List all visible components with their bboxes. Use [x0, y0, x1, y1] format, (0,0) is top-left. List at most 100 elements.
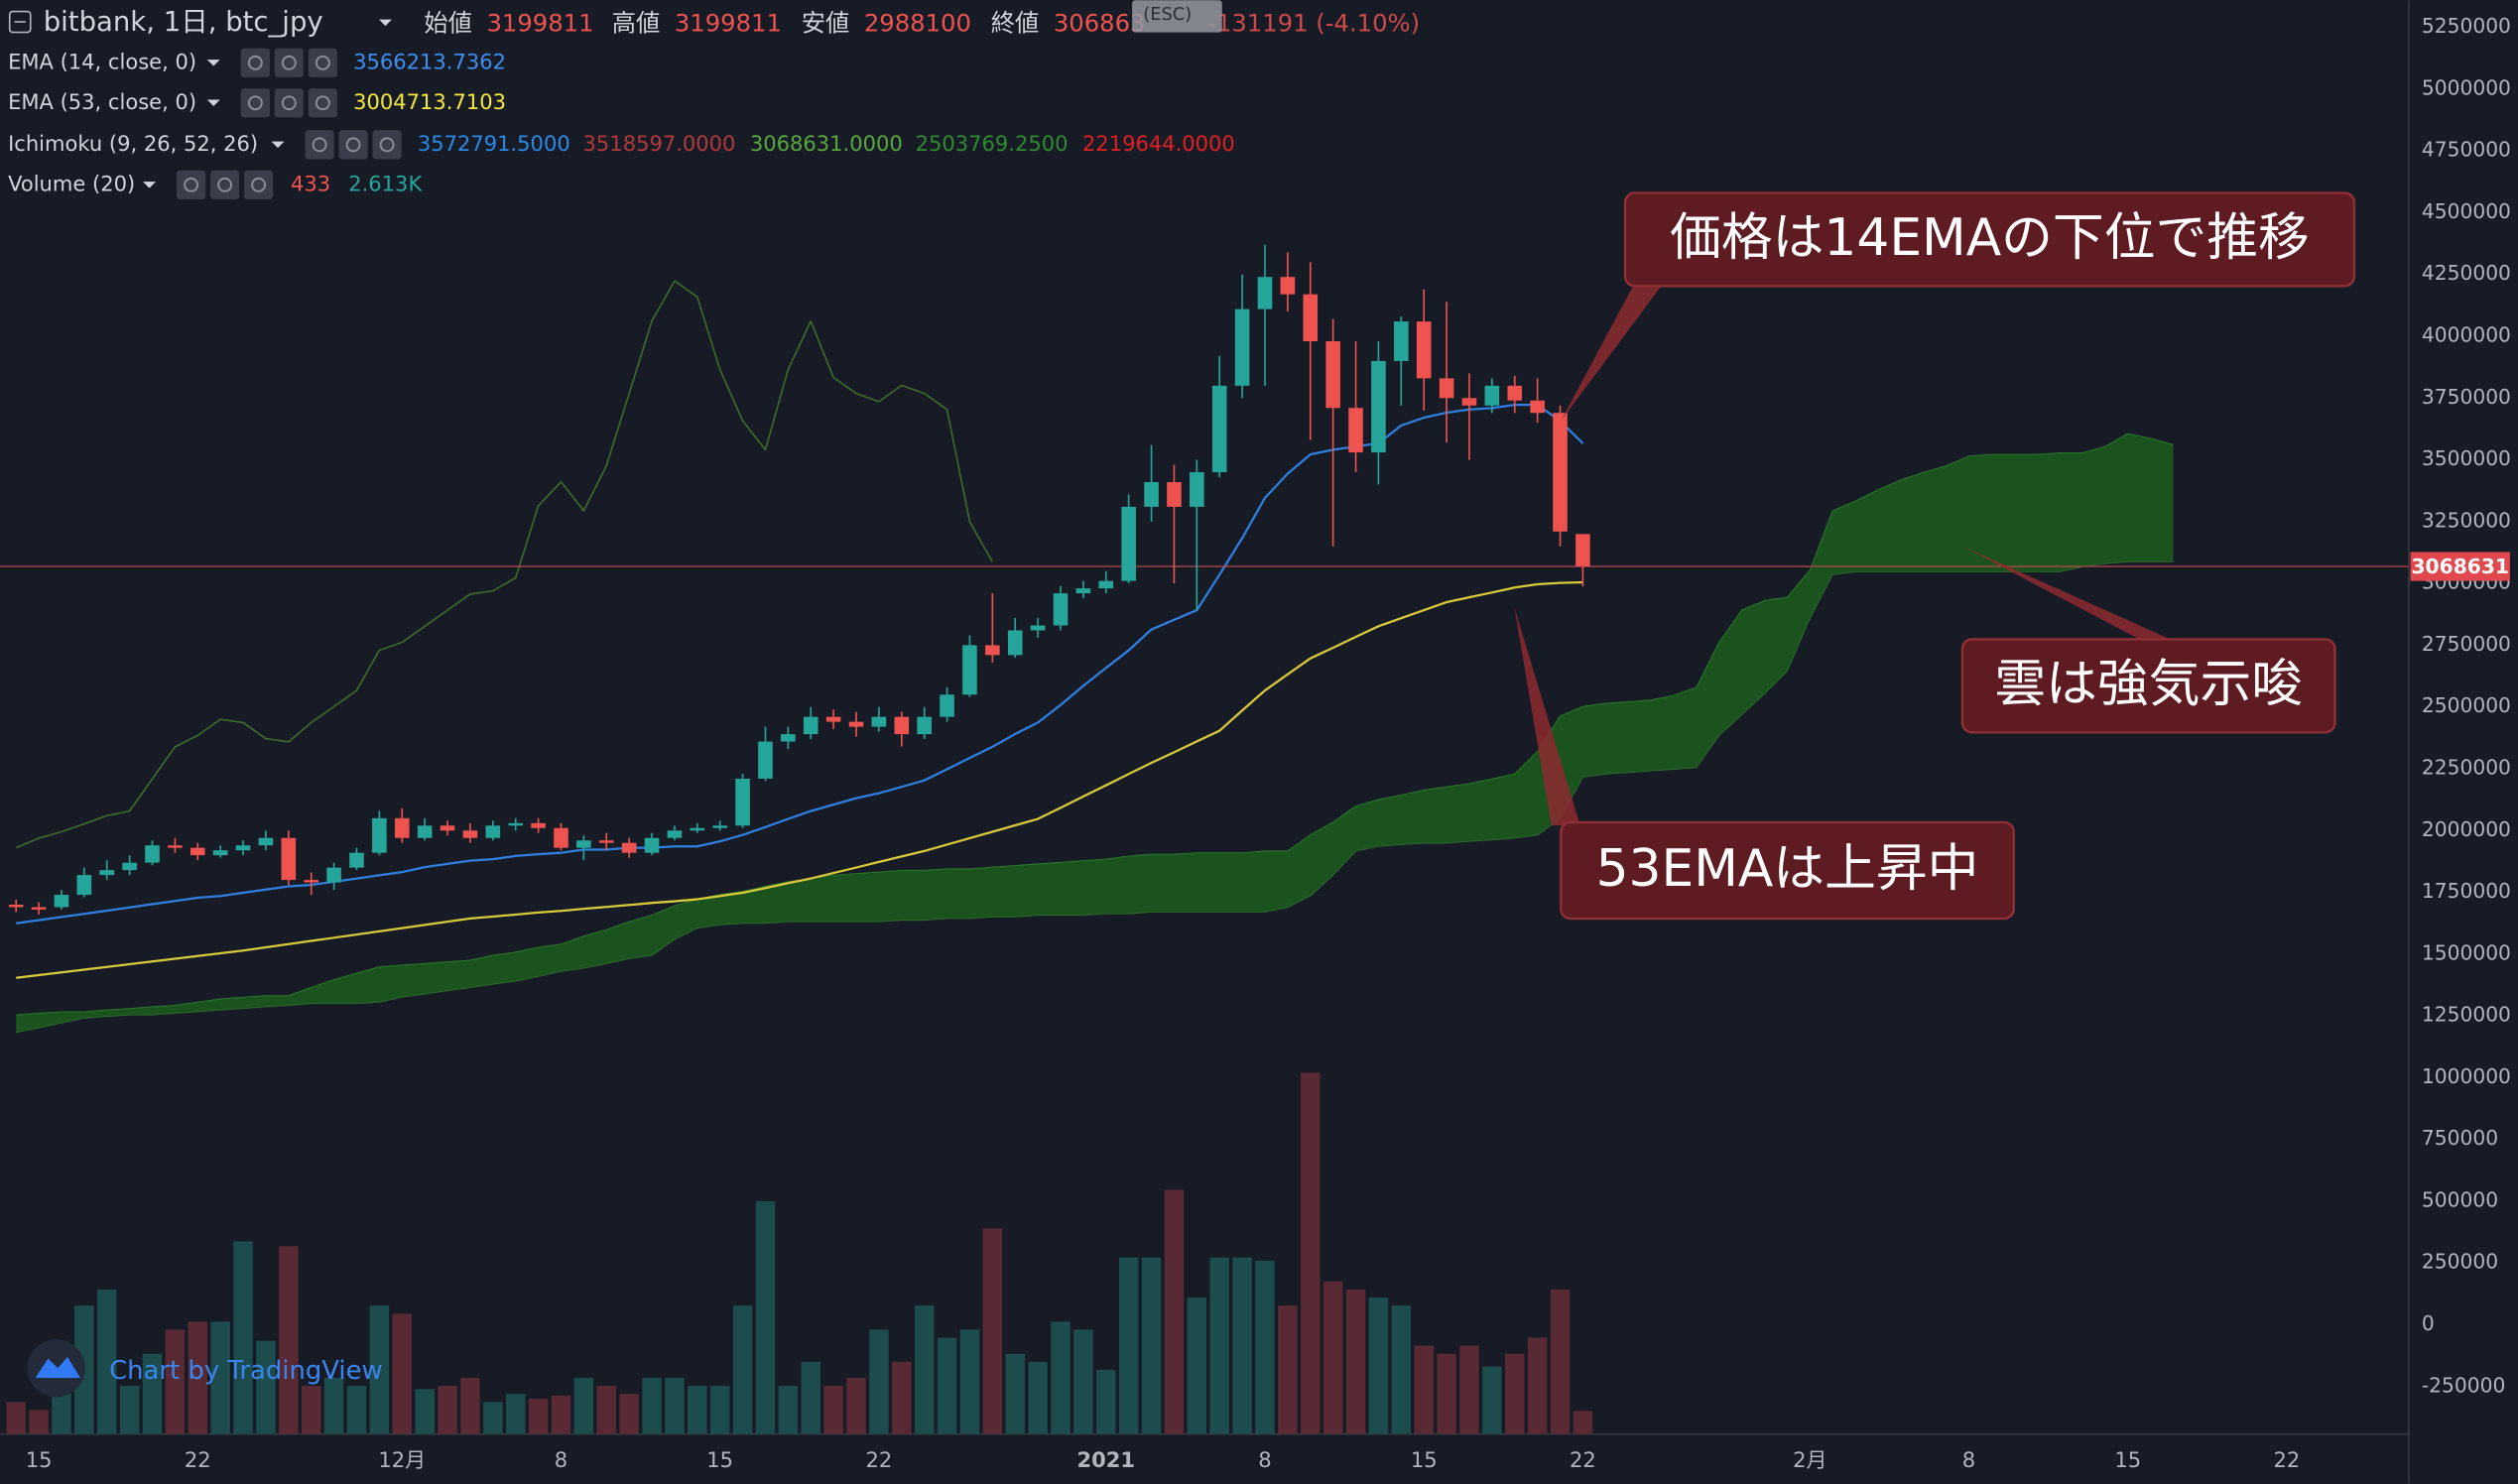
candle-body [1234, 309, 1250, 386]
indicator-dropdown[interactable] [271, 141, 285, 149]
candle-body [99, 870, 115, 876]
indicator-name[interactable]: EMA (53, close, 0) [8, 89, 196, 114]
indicator-remove-button[interactable] [372, 130, 402, 160]
indicator-name[interactable]: EMA (14, close, 0) [8, 49, 196, 73]
volume-bar [483, 1402, 503, 1434]
candle-body [598, 840, 614, 843]
indicator-visibility-button[interactable] [240, 88, 270, 118]
volume-bar [1005, 1353, 1025, 1434]
esc-badge[interactable] [1132, 0, 1222, 33]
y-tick-label: -250000 [2422, 1373, 2505, 1397]
indicator-dropdown[interactable] [206, 60, 220, 66]
ema-line [16, 580, 1583, 979]
candle-body [1167, 481, 1182, 507]
indicator-settings-button[interactable] [338, 130, 368, 160]
indicator-visibility-button[interactable] [240, 48, 270, 77]
candle-body [372, 817, 387, 853]
volume-bar [551, 1395, 571, 1434]
candle-body [349, 852, 364, 868]
indicator-value: 433 [291, 171, 330, 195]
ohlc-value: 306863 [1054, 8, 1146, 37]
candle-body [168, 845, 183, 848]
candle-body [962, 645, 977, 695]
volume-bar [596, 1386, 616, 1434]
indicator-name[interactable]: Ichimoku (9, 26, 52, 26) [8, 131, 258, 156]
volume-bar [369, 1305, 390, 1434]
indicator-settings-button[interactable] [274, 88, 304, 118]
last-price-label: 3068631 [2411, 555, 2508, 578]
y-tick-label: 3750000 [2422, 385, 2511, 409]
volume-bar [1414, 1345, 1434, 1434]
indicator-settings-button-icon [345, 137, 361, 153]
volume-bar [1459, 1345, 1479, 1434]
ichimoku-span-a [16, 433, 2174, 1016]
candle-body [8, 904, 24, 908]
indicator-visibility-button[interactable] [177, 170, 206, 199]
indicator-remove-button[interactable] [244, 170, 274, 199]
candle-body [281, 837, 297, 881]
volume-bar [460, 1377, 480, 1434]
esc-label[interactable]: (ESC) [1143, 4, 1192, 25]
collapse-button[interactable] [8, 10, 32, 34]
x-tick-label: 8 [1962, 1447, 1975, 1472]
candle-body [871, 716, 887, 727]
y-tick-label: 2250000 [2422, 755, 2511, 779]
candle-body [1053, 593, 1069, 626]
indicator-dropdown[interactable] [206, 99, 220, 107]
volume-bar [892, 1361, 912, 1434]
candle-body [1257, 277, 1273, 309]
x-tick-label: 15 [706, 1447, 733, 1472]
indicator-remove-button[interactable] [308, 88, 337, 118]
candle-body [1007, 630, 1023, 656]
volume-bar [142, 1353, 163, 1434]
indicator-visibility-button[interactable] [305, 130, 334, 160]
volume-bar [959, 1329, 980, 1434]
candle-body [417, 825, 433, 838]
candle-body [1190, 472, 1204, 507]
y-tick-label: 1000000 [2422, 1064, 2511, 1088]
x-tick-label: 8 [555, 1447, 567, 1472]
candle-body [145, 845, 160, 863]
volume-bar [528, 1399, 549, 1434]
volume-bar [801, 1361, 820, 1434]
volume-bar [1028, 1361, 1048, 1434]
watermark: Chart by TradingView [109, 1356, 383, 1386]
volume-bar [709, 1386, 730, 1434]
ichimoku-span-b [16, 560, 2174, 1034]
candle-body [122, 862, 137, 871]
candle-body [508, 822, 523, 826]
volume-bar [1550, 1289, 1571, 1434]
y-tick-label: 0 [2422, 1311, 2435, 1335]
volume-bar [165, 1329, 186, 1434]
volume-bar [29, 1410, 49, 1434]
x-tick-label: 15 [26, 1447, 53, 1472]
y-tick-label: 5250000 [2422, 14, 2511, 38]
volume-bar [1141, 1257, 1162, 1434]
indicator-settings-button[interactable] [210, 170, 240, 199]
volume-bar [323, 1377, 344, 1434]
volume-bar [415, 1389, 435, 1434]
indicator-settings-button[interactable] [274, 48, 304, 77]
volume-bar [1118, 1257, 1139, 1434]
volume-bar [233, 1241, 253, 1434]
ichimoku-lagging-span [15, 280, 994, 849]
indicator-dropdown[interactable] [143, 182, 157, 188]
y-tick-label: 1750000 [2422, 879, 2511, 903]
indicator-value: 3518597.0000 [583, 131, 736, 156]
volume-bar [1322, 1281, 1343, 1434]
indicator-name[interactable]: Volume (20) [8, 171, 135, 195]
symbol-dropdown[interactable] [378, 19, 392, 27]
symbol[interactable]: bitbank, 1日, btc_jpy [44, 6, 323, 38]
candle-body [54, 895, 69, 908]
candle-body [258, 837, 274, 846]
candle-body [712, 825, 727, 828]
annotation-text: 53EMAは上昇中 [1596, 839, 1979, 899]
indicator-remove-button[interactable] [308, 48, 337, 77]
candle-body [1325, 340, 1340, 409]
volume-bar [755, 1200, 776, 1434]
indicator-value: 3566213.7362 [353, 49, 506, 73]
indicator-value: 3068631.0000 [750, 131, 903, 156]
candle-body [1575, 534, 1590, 567]
